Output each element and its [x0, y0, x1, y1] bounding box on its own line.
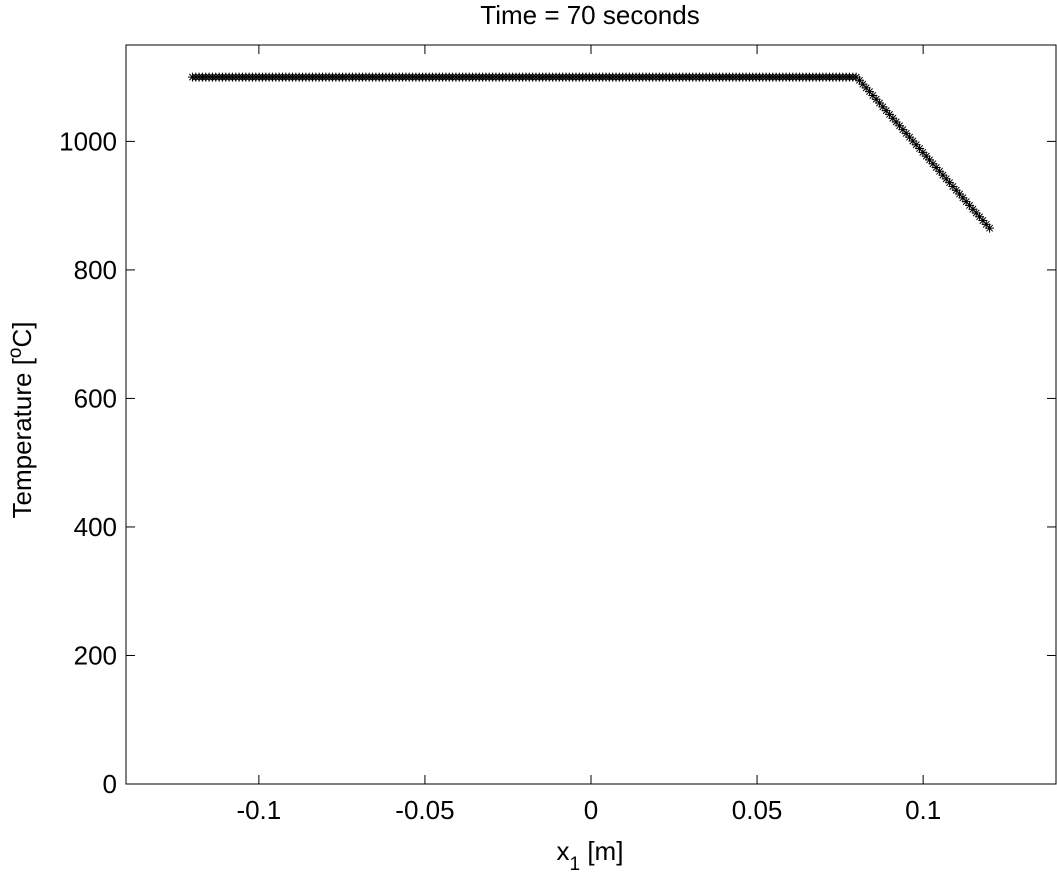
data-point	[908, 136, 918, 146]
data-point	[951, 185, 961, 195]
data-point	[891, 117, 901, 127]
x-axis-label: x1 [m]	[557, 836, 624, 873]
data-point	[901, 128, 911, 138]
y-tick-label: 400	[74, 512, 117, 542]
data-point	[915, 144, 925, 154]
data-point	[854, 75, 864, 85]
plot-area	[125, 44, 1057, 785]
data-point	[975, 212, 985, 222]
x-tick-label: -0.1	[236, 795, 281, 825]
data-point	[878, 102, 888, 112]
x-tick-label: 0.05	[732, 795, 783, 825]
y-tick-label: 0	[103, 769, 117, 799]
data-point	[971, 208, 981, 218]
data-point	[881, 106, 891, 116]
data-point	[965, 200, 975, 210]
data-point	[961, 197, 971, 207]
data-point	[945, 178, 955, 188]
data-point	[925, 155, 935, 165]
data-point	[898, 125, 908, 135]
data-point	[978, 216, 988, 226]
data-markers	[187, 72, 995, 233]
data-point	[948, 181, 958, 191]
data-point	[875, 98, 885, 108]
data-point	[888, 113, 898, 123]
data-point	[858, 79, 868, 89]
data-point	[985, 223, 995, 233]
data-point	[938, 170, 948, 180]
tick-labels: -0.1 -0.05 0 0.05 0.1 0 200 400 600 800 1000	[59, 126, 941, 825]
data-point	[921, 151, 931, 161]
data-point	[955, 189, 965, 199]
chart-title: Time = 70 seconds	[480, 0, 699, 30]
data-point	[941, 174, 951, 184]
data-point	[895, 121, 905, 131]
x-tick-label: 0	[584, 795, 598, 825]
data-point	[968, 204, 978, 214]
x-tick-label: -0.05	[395, 795, 454, 825]
data-point	[865, 87, 874, 97]
data-point	[935, 166, 945, 176]
y-axis-label: Temperature [oC]	[5, 322, 37, 519]
data-point	[861, 83, 871, 93]
data-point	[885, 109, 895, 119]
y-tick-label: 200	[74, 640, 117, 670]
data-point	[918, 147, 928, 157]
x-tick-label: 0.1	[905, 795, 941, 825]
data-point	[905, 132, 915, 142]
data-point	[851, 72, 861, 82]
axis-ticks	[126, 45, 1056, 785]
y-tick-label: 800	[74, 255, 117, 285]
y-tick-label: 600	[74, 383, 117, 413]
data-point	[871, 94, 881, 104]
data-point	[928, 159, 938, 169]
data-point	[958, 193, 968, 203]
data-point	[931, 162, 941, 172]
data-point	[868, 90, 878, 100]
y-tick-label: 1000	[59, 126, 117, 156]
data-point	[981, 219, 991, 229]
data-point	[911, 140, 921, 150]
